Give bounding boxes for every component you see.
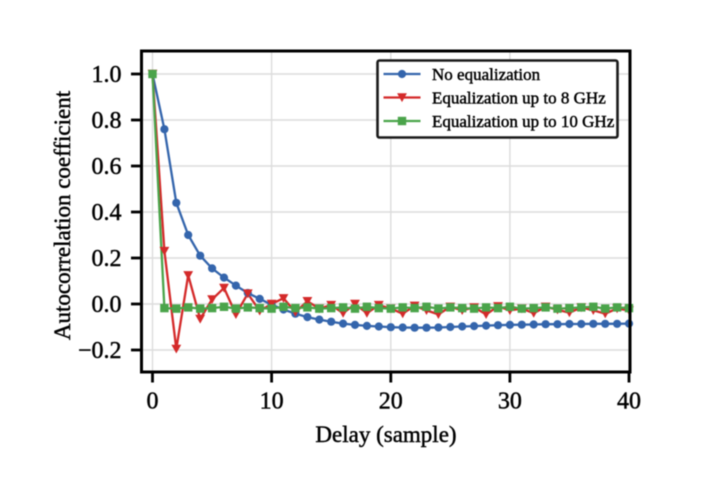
svg-text:0.6: 0.6 [92,154,122,180]
svg-text:0.4: 0.4 [92,200,122,226]
svg-text:20: 20 [379,389,403,415]
svg-text:0: 0 [147,389,159,415]
svg-text:0.0: 0.0 [92,292,122,318]
svg-text:1.0: 1.0 [92,62,122,88]
svg-text:No equalization: No equalization [432,65,541,84]
svg-text:40: 40 [617,389,641,415]
svg-text:Autocorrelation coefficient: Autocorrelation coefficient [50,90,75,340]
svg-text:0.8: 0.8 [92,108,122,134]
svg-text:0.2: 0.2 [92,246,122,272]
svg-text:Equalization up to 8 GHz: Equalization up to 8 GHz [432,88,606,107]
svg-text:−0.2: −0.2 [78,338,122,364]
svg-text:30: 30 [498,389,522,415]
svg-text:Equalization up to 10 GHz: Equalization up to 10 GHz [432,112,615,131]
svg-text:Delay (sample): Delay (sample) [315,422,456,447]
svg-text:10: 10 [260,389,284,415]
